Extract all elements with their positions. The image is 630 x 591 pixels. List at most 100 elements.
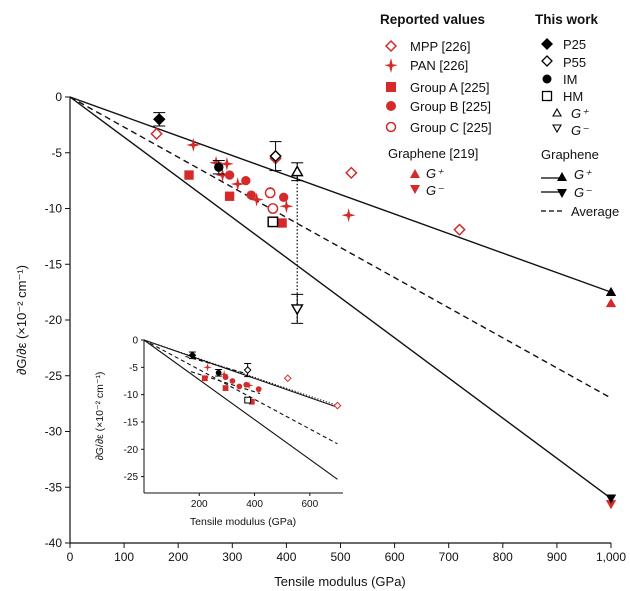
legend-label-graphene-gplus: G⁺ (574, 167, 592, 182)
x-tick-label: 0 (67, 550, 74, 564)
fit-line-dashed (143, 339, 338, 445)
legend-marker-p25 (541, 38, 553, 50)
inset-fit-lines (143, 339, 338, 480)
point-group-a (184, 170, 194, 180)
y-tick-label: -30 (45, 425, 63, 439)
fit-line-gminus (69, 96, 612, 499)
inset-y-axis-label: ∂G/∂ε (×10⁻² cm⁻¹) (94, 372, 106, 461)
point-pan (279, 199, 294, 214)
point-group-a (222, 385, 229, 391)
legend-label-im: IM (563, 72, 577, 87)
y-tick-label: -25 (124, 472, 139, 483)
x-tick-label: 100 (114, 550, 134, 564)
main-ticks: 0 100 200 300 400 500 600 700 800 900 1,000 0 -5 -10 -… (45, 90, 627, 564)
point-pan (341, 208, 356, 223)
main-x-axis-label: Tensile modulus (GPa) (274, 574, 406, 589)
inset-ticks: 200 400 600 0 -5 -10 -15 -20 -25 (124, 336, 319, 511)
point-group-b (229, 378, 236, 384)
fit-line-dashed (190, 371, 261, 395)
legend-label-p25: P25 (563, 37, 586, 52)
main-data-marks (150, 112, 617, 510)
legend-title-this-work: This work (535, 12, 599, 27)
legend-line-graphene-gplus (541, 172, 567, 181)
legend-label-p55: P55 (563, 55, 586, 70)
legend-marker-hm (541, 90, 553, 102)
legend-label-graphene-ref: Graphene [219] (388, 146, 478, 161)
legend-marker-group-a (386, 82, 396, 92)
legend-label-hm: HM (563, 89, 583, 104)
legend: Reported values This work MPP [226] PAN … (380, 12, 619, 219)
point-group-c (267, 203, 279, 214)
x-tick-label: 600 (385, 550, 405, 564)
point-group-a (201, 375, 208, 382)
fit-line-dotted (143, 339, 338, 407)
legend-marker-this-work-gminus (552, 124, 562, 134)
point-pan (219, 156, 234, 171)
y-tick-label: -5 (129, 363, 138, 374)
main-y-axis-label: ∂G/∂ε (×10⁻² cm⁻¹) (14, 265, 29, 375)
point-pan (219, 370, 229, 379)
point-hm (244, 396, 252, 404)
y-tick-label: -15 (45, 257, 63, 271)
x-tick-label: 700 (439, 550, 459, 564)
point-group-b (224, 170, 235, 180)
x-tick-label: 600 (301, 499, 318, 510)
fit-line-average (69, 96, 612, 399)
point-mpp (345, 166, 358, 180)
legend-marker-im (542, 74, 552, 84)
point-graphene-gminus (605, 494, 617, 504)
point-pan (249, 192, 264, 207)
legend-marker-graphene-ref-gminus (410, 185, 420, 194)
legend-marker-this-work-gplus (552, 107, 562, 117)
point-im (215, 369, 222, 376)
main-fit-lines (69, 96, 612, 499)
point-group-c (264, 187, 276, 199)
point-im (214, 162, 224, 172)
x-tick-label: 200 (168, 550, 188, 564)
inset-chart: 200 400 600 0 -5 -10 -15 -20 -25 Tensile modulus… (94, 336, 343, 528)
point-group-b (255, 386, 262, 393)
fit-line-solid (143, 339, 338, 480)
y-tick-label: 0 (132, 336, 138, 347)
inset-x-axis-label: Tensile modulus (GPa) (190, 516, 296, 528)
point-pan (230, 176, 245, 191)
point-mpp (150, 127, 163, 141)
x-tick-label: 500 (330, 550, 350, 564)
x-tick-label: 800 (493, 550, 513, 564)
legend-marker-p55 (541, 55, 553, 67)
point-mpp (453, 223, 466, 236)
legend-marker-mpp (384, 39, 398, 53)
y-tick-label: -25 (45, 369, 63, 383)
point-p55 (269, 149, 282, 163)
legend-label-graphene: Graphene (541, 147, 599, 162)
point-pan (215, 168, 230, 183)
legend-marker-graphene-ref-gplus (410, 169, 420, 178)
point-group-b (243, 381, 250, 388)
point-gplus-this-work (290, 165, 304, 177)
y-tick-label: -40 (45, 536, 63, 550)
legend-label-mpp: MPP [226] (410, 39, 470, 54)
legend-label-pan: PAN [226] (410, 58, 468, 73)
y-tick-label: -20 (124, 445, 139, 456)
point-gminus-this-work (290, 304, 304, 316)
point-group-a (248, 398, 255, 405)
y-tick-label: -20 (45, 313, 63, 327)
point-p25 (153, 113, 166, 126)
x-tick-label: 300 (222, 550, 242, 564)
legend-label-group-b: Group B [225] (410, 99, 491, 114)
legend-label-this-work-gplus: G⁺ (571, 106, 589, 121)
point-group-b (246, 190, 256, 200)
point-mpp (283, 374, 292, 383)
x-tick-label: 1,000 (596, 550, 626, 564)
y-tick-label: -35 (45, 480, 63, 494)
point-graphene-gplus (605, 298, 617, 308)
point-group-b (236, 383, 243, 390)
legend-title-reported: Reported values (380, 12, 485, 27)
legend-label-graphene-ref-gminus: G⁻ (426, 183, 444, 198)
x-tick-label: 400 (246, 499, 263, 510)
fit-line-gplus (69, 96, 612, 293)
y-tick-label: -10 (45, 202, 63, 216)
point-group-b (222, 374, 229, 381)
x-tick-label: 400 (276, 550, 296, 564)
